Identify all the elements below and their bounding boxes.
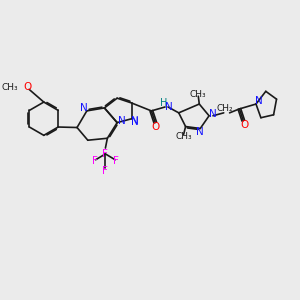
Text: F: F <box>103 166 108 176</box>
Text: N: N <box>131 116 139 126</box>
Text: CH₃: CH₃ <box>175 132 192 141</box>
Text: N: N <box>80 103 88 113</box>
Text: CH₃: CH₃ <box>190 90 207 99</box>
Text: O: O <box>151 122 159 131</box>
Text: N: N <box>131 117 139 127</box>
Text: N: N <box>209 109 217 119</box>
Text: CH₃: CH₃ <box>2 83 18 92</box>
Text: N: N <box>196 128 204 137</box>
Text: CH₂: CH₂ <box>216 104 233 113</box>
Text: H: H <box>160 98 168 108</box>
Text: O: O <box>240 120 248 130</box>
Text: F: F <box>113 156 119 166</box>
Text: N: N <box>255 96 263 106</box>
Text: O: O <box>23 82 31 92</box>
Text: F: F <box>92 156 98 166</box>
Text: F: F <box>103 149 108 159</box>
Text: N: N <box>165 102 173 112</box>
Text: N: N <box>118 116 126 126</box>
